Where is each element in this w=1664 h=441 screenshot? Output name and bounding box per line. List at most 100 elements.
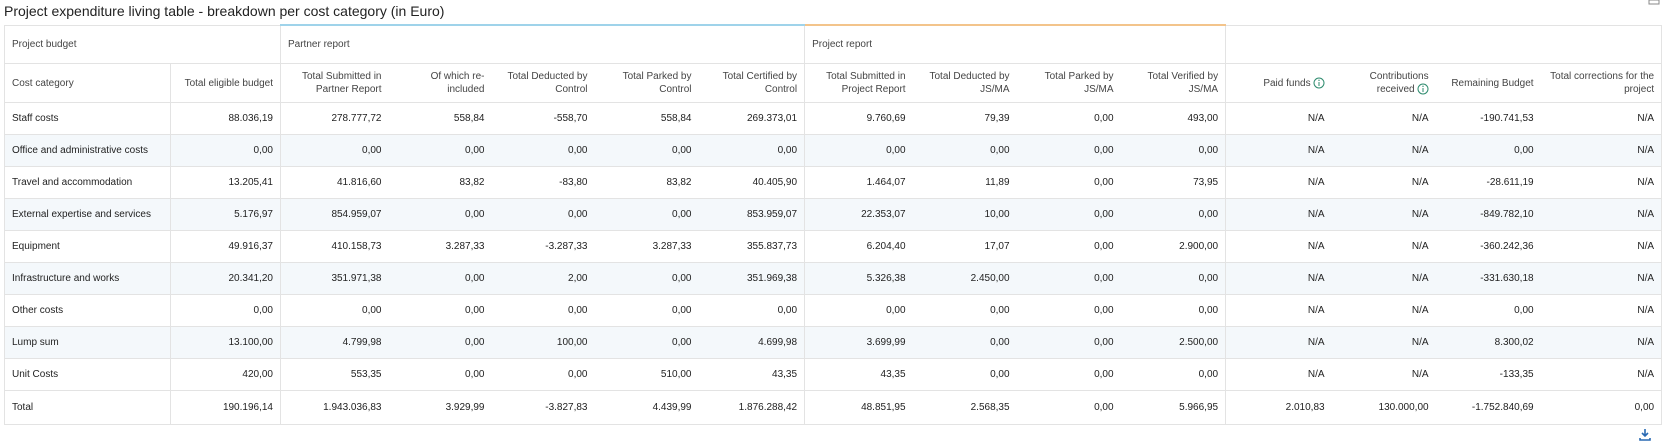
cell: 0,00 [491,294,595,327]
cell: 351.971,38 [280,262,389,295]
cell: 1.464,07 [804,166,913,199]
group-header [1225,24,1663,64]
cell: 0,00 [804,294,913,327]
column-header: Paid funds [1225,63,1332,103]
column-header: Contributions received [1331,63,1436,103]
total-cell: 0,00 [1540,390,1663,425]
cell: 5.326,38 [804,262,913,295]
cell: 79,39 [912,102,1017,135]
cell: 43,35 [698,358,806,391]
info-icon[interactable] [1313,77,1325,89]
cell: 0,00 [170,134,281,167]
download-button[interactable] [1638,428,1652,441]
cell: 355.837,73 [698,230,806,263]
cell: 553,35 [280,358,389,391]
cell: 0,00 [388,294,492,327]
total-cell: 1.876.288,42 [698,390,806,425]
expenditure-table: Project budget Partner report Project repo… [4,24,1663,425]
cell: -190.741,53 [1435,102,1541,135]
column-header-text: Total Submitted in Partner Report [302,71,382,95]
cell: 558,84 [594,102,699,135]
total-cell: -1.752.840,69 [1435,390,1541,425]
column-header: Total eligible budget [170,63,281,103]
cell: 0,00 [1016,262,1121,295]
cell: 0,00 [388,134,492,167]
cell: 83,82 [388,166,492,199]
cell: 13.100,00 [170,326,281,359]
cell: 0,00 [1435,134,1541,167]
cell: 3.699,99 [804,326,913,359]
table-row: Infrastructure and works 20.341,20 351.971… [4,262,1663,295]
cell: 0,00 [698,294,806,327]
cell: 43,35 [804,358,913,391]
cell: 0,00 [1016,198,1121,231]
column-header: Total Parked by Control [594,63,699,103]
cell: 0,00 [388,358,492,391]
column-header-text: Cost category [12,77,74,89]
total-cell: 4.439,99 [594,390,699,425]
column-header-row: Cost category Total eligible budget Total … [4,63,1663,103]
column-header-text: Total Certified by Control [722,71,798,95]
cost-category: External expertise and services [4,198,171,231]
cell: 0,00 [388,262,492,295]
table-row: External expertise and services 5.176,97 8… [4,198,1663,231]
cell: -849.782,10 [1435,198,1541,231]
cell: N/A [1331,358,1436,391]
cell: N/A [1540,230,1663,263]
cell: 20.341,20 [170,262,281,295]
cell: 854.959,07 [280,198,389,231]
column-header-text: Total Submitted in Project Report [826,71,906,95]
cell: 0,00 [594,326,699,359]
total-cell: -3.827,83 [491,390,595,425]
info-icon[interactable] [1417,83,1429,95]
cell: N/A [1225,134,1332,167]
cell: 420,00 [170,358,281,391]
cell: -83,80 [491,166,595,199]
cell: N/A [1225,358,1332,391]
cost-category: Equipment [4,230,171,263]
column-header-text: Total Parked by Control [622,71,692,95]
column-header-text: Total Parked by JS/MA [1044,71,1114,95]
cell: N/A [1540,326,1663,359]
cost-category: Infrastructure and works [4,262,171,295]
cell: 8.300,02 [1435,326,1541,359]
cell: 0,00 [594,294,699,327]
total-cell: 5.966,95 [1120,390,1227,425]
cell: 351.969,38 [698,262,806,295]
cell: 0,00 [388,198,492,231]
cell: -331.630,18 [1435,262,1541,295]
cell: 88.036,19 [170,102,281,135]
column-header: Total Submitted in Project Report [804,63,913,103]
cell: 100,00 [491,326,595,359]
cell: N/A [1540,166,1663,199]
cell: 2.900,00 [1120,230,1227,263]
column-header: Total corrections for the project [1540,63,1663,103]
corner-icon[interactable] [1648,0,1660,6]
cell: 9.760,69 [804,102,913,135]
cell: N/A [1225,294,1332,327]
cell: N/A [1225,326,1332,359]
cell: 0,00 [170,294,281,327]
cell: 0,00 [594,134,699,167]
cell: N/A [1225,198,1332,231]
cell: 0,00 [804,134,913,167]
column-header: Total Verified by JS/MA [1120,63,1227,103]
cell: -558,70 [491,102,595,135]
cell: 410.158,73 [280,230,389,263]
cell: 0,00 [1120,358,1227,391]
cell: 0,00 [594,198,699,231]
table-row: Travel and accommodation 13.205,41 41.816,… [4,166,1663,199]
cell: 493,00 [1120,102,1227,135]
cell: 0,00 [388,326,492,359]
cell: 0,00 [1120,294,1227,327]
cell: 0,00 [1016,230,1121,263]
column-header: Remaining Budget [1435,63,1541,103]
cost-category: Office and administrative costs [4,134,171,167]
cost-category: Lump sum [4,326,171,359]
cell: 269.373,01 [698,102,806,135]
column-header-text: Contributions received [1369,71,1429,95]
cell: 0,00 [1016,358,1121,391]
cell: N/A [1225,230,1332,263]
cell: 0,00 [594,262,699,295]
